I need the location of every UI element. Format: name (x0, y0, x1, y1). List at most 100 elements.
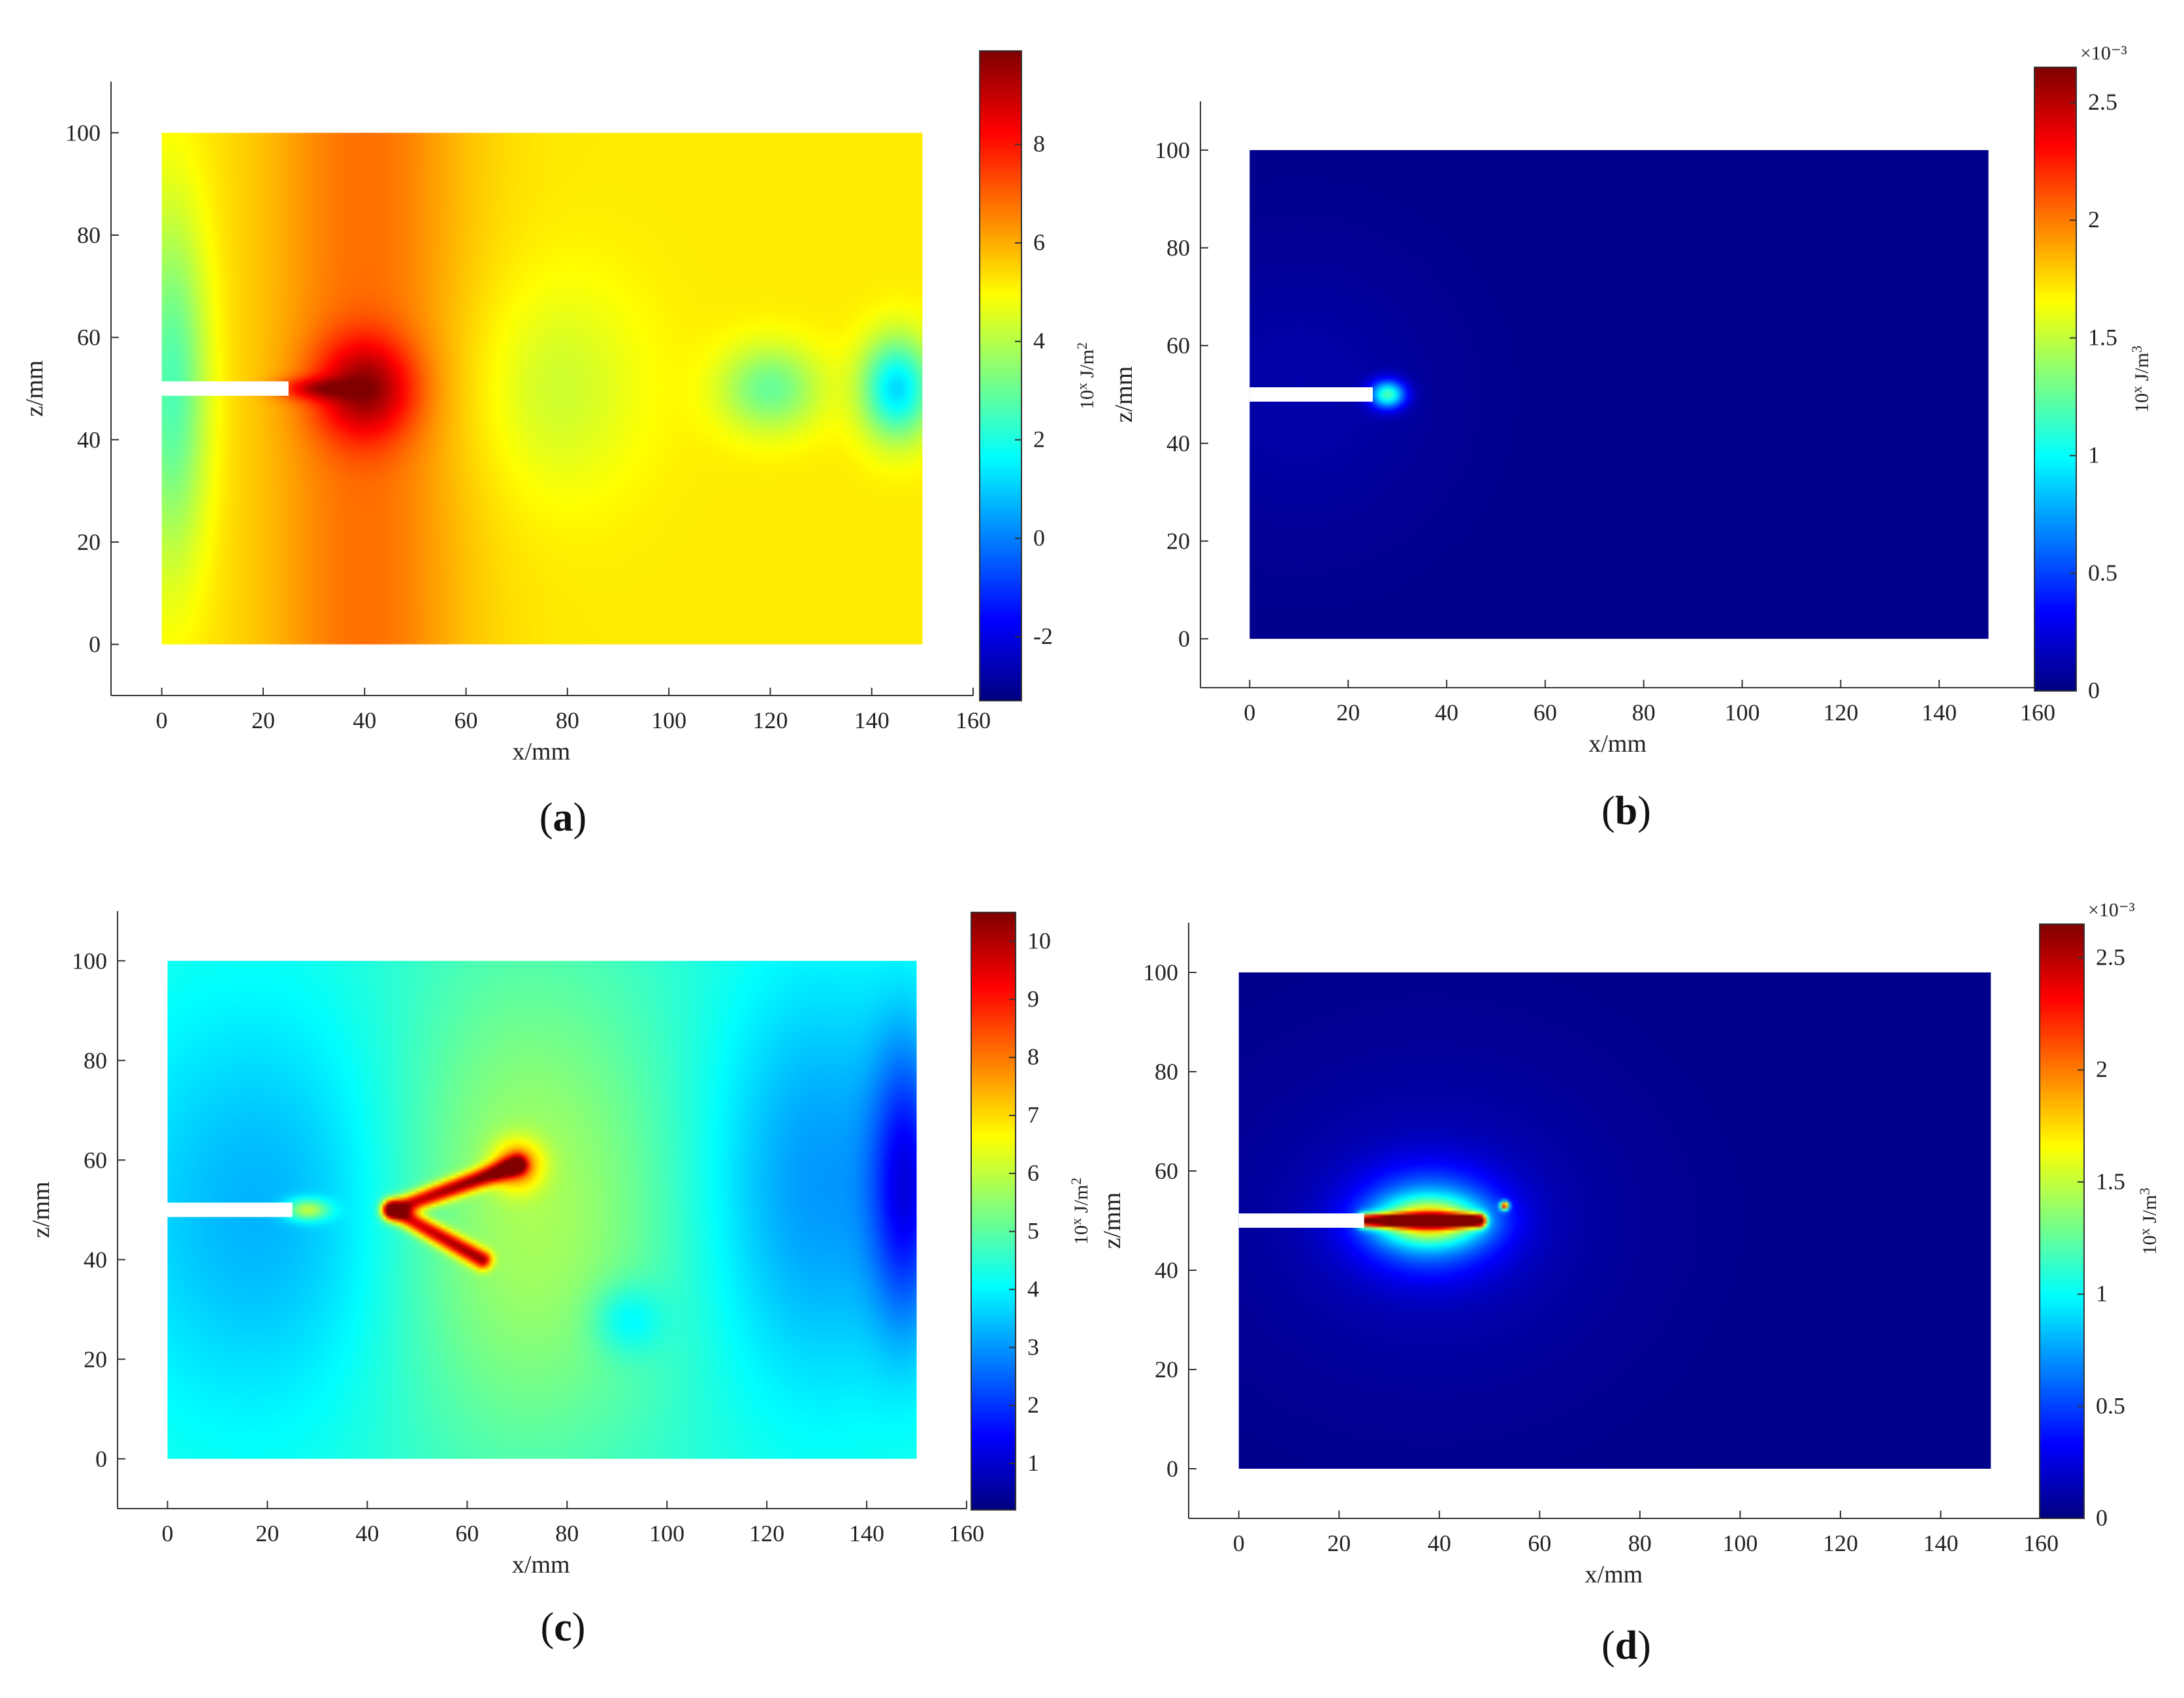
x-tick-label: 60 (1528, 1530, 1551, 1556)
colorbar-exponent: ×10⁻³ (2088, 899, 2135, 921)
x-tick-label: 120 (752, 707, 788, 733)
colorbar-tick-label: 1 (2088, 442, 2100, 468)
colorbar-tick-label: 2 (1033, 426, 1045, 452)
colorbar-tick-label: 8 (1027, 1044, 1039, 1070)
colorbar-tick-label: -2 (1033, 623, 1053, 649)
colorbar-tick-label: 0 (2088, 677, 2100, 703)
x-tick-label: 60 (1534, 699, 1557, 726)
y-tick-label: 60 (77, 325, 101, 351)
x-tick-label: 100 (1725, 699, 1760, 726)
colorbar-tick-label: 4 (1033, 328, 1045, 354)
y-tick-label: 40 (84, 1247, 107, 1273)
y-axis-label: z/mm (21, 360, 48, 417)
y-axis-label: z/mm (27, 1181, 55, 1238)
x-tick-label: 100 (651, 707, 686, 733)
y-tick-label: 100 (65, 120, 101, 146)
panel-c: 0 20 40 60 80 100 120 140 160 0 20 40 60 80 100 x/mm z/m… (27, 911, 1092, 1650)
colorbar-tick-label: 6 (1033, 229, 1045, 255)
panel-d: 0 20 40 60 80 100 120 140 160020406080100x/mmz/m… (1099, 899, 2160, 1668)
panel-label: (b) (1601, 789, 1651, 833)
x-tick-label: 20 (1336, 699, 1360, 726)
panel-label: (a) (539, 795, 586, 840)
colorbar-frame (971, 912, 1016, 1511)
x-tick-label: 120 (1823, 1530, 1858, 1556)
colorbar (2034, 67, 2076, 691)
x-tick-label: 0 (1244, 699, 1255, 726)
x-tick-label: 0 (161, 1520, 173, 1546)
notch (161, 381, 289, 396)
colorbar-tick-label: 5 (1027, 1218, 1039, 1244)
x-tick-label: 80 (1628, 1530, 1652, 1556)
colorbar-tick-label: 10 (1027, 927, 1051, 953)
x-tick-label: 80 (556, 707, 579, 733)
notch (1238, 1213, 1364, 1228)
x-tick-label: 140 (849, 1520, 884, 1546)
y-tick-label: 80 (1155, 1059, 1178, 1085)
x-tick-label: 40 (353, 707, 376, 733)
y-tick-label: 20 (1155, 1356, 1178, 1383)
x-tick-label: 160 (956, 707, 991, 733)
x-tick-label: 0 (1233, 1530, 1245, 1556)
y-tick-label: 80 (1166, 235, 1190, 261)
x-tick-label: 20 (255, 1520, 279, 1546)
colorbar-tick-label: 6 (1027, 1160, 1039, 1186)
y-axis-label: z/mm (1110, 366, 1138, 423)
colorbar-frame (2034, 67, 2077, 692)
y-axis-label: z/mm (1099, 1193, 1126, 1249)
x-axis-label: x/mm (1585, 1561, 1643, 1588)
colorbar-label: 10x J/m3 (2136, 1188, 2160, 1255)
x-axis-label: x/mm (512, 1551, 570, 1578)
y-tick-label: 40 (77, 426, 101, 453)
x-tick-label: 20 (251, 707, 275, 733)
colorbar (971, 912, 1016, 1510)
y-tick-label: 40 (1166, 430, 1190, 457)
x-tick-label: 140 (1923, 1530, 1958, 1556)
colorbar-tick-label: 2 (1027, 1392, 1039, 1418)
colorbar-tick-label: 1.5 (2088, 324, 2117, 350)
panel-a: 0 20 40 60 80 100 120 140 160020406080100x/mmz/m… (21, 50, 1098, 840)
y-tick-label: 60 (1166, 332, 1190, 359)
y-tick-label: 0 (1178, 626, 1190, 652)
colorbar-tick-label: 1 (2096, 1281, 2108, 1307)
y-tick-label: 0 (1166, 1456, 1178, 1482)
panel-label: (d) (1601, 1624, 1651, 1668)
x-tick-label: 0 (156, 707, 168, 733)
colorbar-frame (2039, 923, 2085, 1519)
colorbar-label: 10x J/m3 (2128, 345, 2153, 413)
y-tick-label: 0 (89, 632, 101, 658)
colorbar-tick-label: 0 (2096, 1505, 2108, 1531)
heatmap-field (167, 961, 917, 1459)
x-tick-label: 40 (1428, 1530, 1451, 1556)
colorbar (980, 51, 1021, 701)
colorbar-tick-label: 7 (1027, 1102, 1039, 1128)
colorbar-label: 10x J/m2 (1068, 1177, 1092, 1245)
y-tick-label: 40 (1155, 1257, 1178, 1283)
x-tick-label: 100 (1722, 1530, 1758, 1556)
colorbar-frame (979, 50, 1022, 701)
notch (167, 1202, 293, 1217)
colorbar-tick-label: 0 (1033, 524, 1045, 551)
y-tick-label: 60 (1155, 1158, 1178, 1184)
colorbar-tick-label: 2.5 (2096, 944, 2125, 970)
colorbar-tick-label: 0.5 (2096, 1392, 2125, 1418)
colorbar-tick-label: 3 (1027, 1334, 1039, 1360)
y-tick-label: 20 (77, 529, 101, 555)
x-tick-label: 140 (854, 707, 890, 733)
y-tick-label: 80 (84, 1048, 107, 1074)
notch (1249, 387, 1373, 402)
x-axis-label: x/mm (1588, 730, 1646, 758)
colorbar (2040, 924, 2084, 1518)
y-tick-label: 60 (84, 1147, 107, 1173)
y-tick-label: 100 (1155, 137, 1190, 163)
colorbar-tick-label: 0.5 (2088, 560, 2117, 586)
y-tick-label: 100 (1143, 959, 1178, 985)
colorbar-exponent: ×10⁻³ (2080, 42, 2127, 64)
x-tick-label: 80 (555, 1520, 579, 1546)
colorbar-tick-label: 1 (1027, 1450, 1039, 1476)
x-tick-label: 100 (649, 1520, 684, 1546)
x-tick-label: 160 (2020, 699, 2055, 726)
panel-label: (c) (541, 1605, 586, 1650)
colorbar-tick-label: 1.5 (2096, 1168, 2125, 1194)
x-tick-label: 60 (455, 1520, 479, 1546)
